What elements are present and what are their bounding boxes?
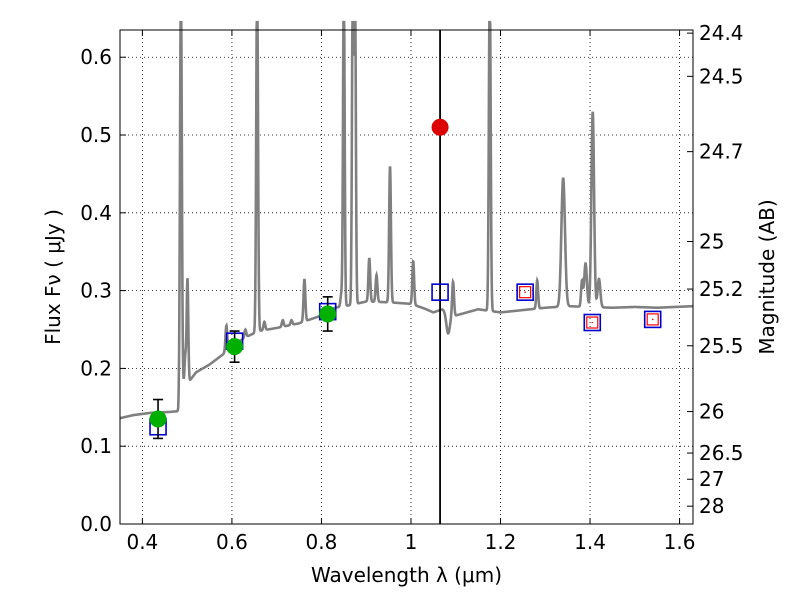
model-square-marker bbox=[583, 313, 602, 332]
red-square-center-dot bbox=[591, 321, 594, 324]
x-tick-label: 1.4 bbox=[574, 530, 606, 554]
mag-tick-label: 24.7 bbox=[699, 140, 744, 164]
data-markers bbox=[149, 118, 662, 440]
mag-tick-label: 25.2 bbox=[699, 277, 744, 301]
mag-tick-label: 26.5 bbox=[699, 441, 744, 465]
mag-tick-label: 27 bbox=[699, 467, 724, 491]
red-square-marker bbox=[519, 286, 532, 299]
y-tick-label: 0.4 bbox=[80, 201, 112, 225]
x-tick-label: 1.2 bbox=[485, 530, 517, 554]
mag-tick-label: 25 bbox=[699, 230, 724, 254]
y-tick-label: 0.3 bbox=[80, 279, 112, 303]
model-square-marker bbox=[431, 283, 449, 301]
mag-tick-label: 24.4 bbox=[699, 21, 744, 45]
red-square-center-dot bbox=[651, 318, 654, 321]
observed-point-marker bbox=[149, 410, 167, 428]
model-square-marker bbox=[643, 310, 662, 329]
model-square-marker bbox=[516, 283, 534, 301]
observed-point-marker bbox=[226, 338, 244, 356]
mag-tick-label: 25.5 bbox=[699, 334, 744, 358]
y-axis-label: Flux Fν ( μJy ) bbox=[41, 209, 65, 345]
y-tick-label: 0.1 bbox=[80, 434, 112, 458]
spectrum-line bbox=[119, 20, 694, 420]
red-square-marker bbox=[646, 313, 659, 326]
y-tick-label: 0.0 bbox=[80, 512, 112, 536]
y-tick-label: 0.6 bbox=[80, 45, 112, 69]
y-tick-label: 0.2 bbox=[80, 356, 112, 380]
mag-tick-label: 26 bbox=[699, 400, 724, 424]
observed-point-marker bbox=[319, 305, 337, 323]
x-tick-label: 0.8 bbox=[306, 530, 338, 554]
plot-frame bbox=[119, 29, 694, 525]
x-tick-label: 1 bbox=[405, 530, 418, 554]
y-tick-label: 0.5 bbox=[80, 123, 112, 147]
right-axis-label: Magnitude (AB) bbox=[755, 199, 779, 354]
x-tick-label: 1.6 bbox=[664, 530, 696, 554]
x-axis-label: Wavelength λ (μm) bbox=[311, 563, 502, 587]
highlighted-point-marker bbox=[431, 118, 449, 136]
mag-tick-label: 24.5 bbox=[699, 64, 744, 88]
spectrum-layer bbox=[119, 20, 694, 420]
x-tick-label: 0.4 bbox=[126, 530, 158, 554]
red-square-marker bbox=[586, 316, 599, 329]
red-square-center-dot bbox=[524, 291, 526, 293]
mag-tick-label: 28 bbox=[699, 494, 724, 518]
x-tick-label: 0.6 bbox=[216, 530, 248, 554]
axis-ticks: 0.4 0.6 0.8 1 1.2 1.4 1.6 0.0 0.1 0.2 0.3 0.4 0.5 0.6… bbox=[80, 21, 743, 554]
